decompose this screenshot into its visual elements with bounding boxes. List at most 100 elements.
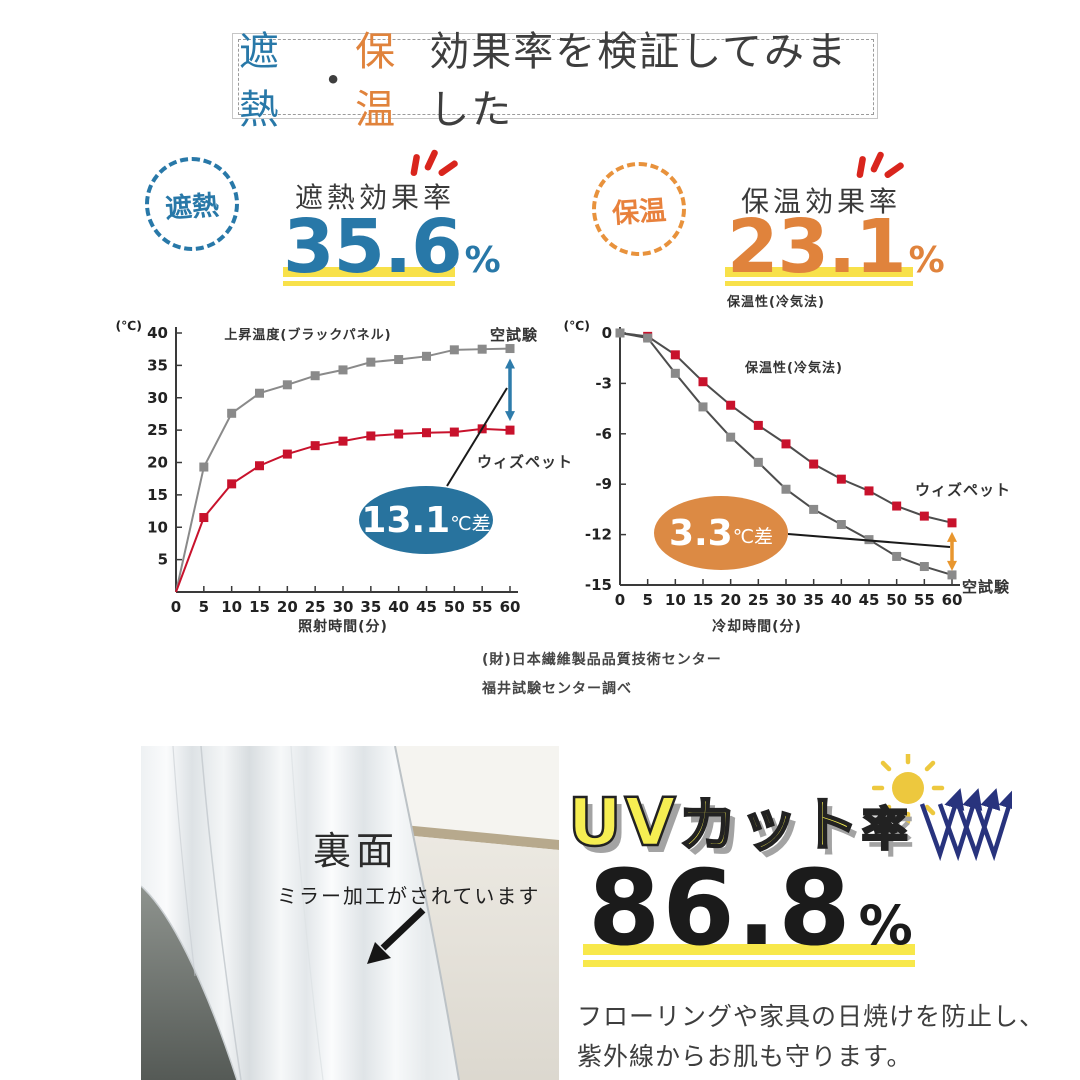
svg-text:-3: -3: [595, 374, 612, 392]
svg-text:-6: -6: [595, 425, 612, 443]
svg-text:20: 20: [720, 591, 741, 609]
svg-text:10: 10: [147, 518, 168, 536]
svg-text:照射時間(分): 照射時間(分): [298, 618, 388, 635]
svg-text:15: 15: [693, 591, 714, 609]
title-highlight-shield: 遮熱: [239, 29, 281, 133]
svg-text:30: 30: [776, 591, 797, 609]
svg-text:冷却時間(分): 冷却時間(分): [712, 618, 802, 635]
svg-text:40: 40: [388, 598, 409, 616]
svg-text:0: 0: [171, 598, 181, 616]
svg-text:10: 10: [221, 598, 242, 616]
svg-text:15: 15: [147, 486, 168, 504]
uv-description: フローリングや家具の日焼けを防止し、 紫外線からお肌も守ります。: [577, 997, 1045, 1077]
svg-text:(℃): (℃): [115, 318, 142, 333]
warmth-method-note: 保温性(冷気法): [727, 295, 825, 310]
svg-text:20: 20: [277, 598, 298, 616]
svg-text:50: 50: [886, 591, 907, 609]
svg-text:60: 60: [942, 591, 963, 609]
warmth-underline-top: [725, 267, 913, 277]
uv-value-number: 86.8: [588, 847, 853, 969]
svg-text:25: 25: [305, 598, 326, 616]
svg-text:5: 5: [642, 591, 652, 609]
warmth-line-chart: 0-3-6-9-12-150 5 10 15 20 25 30 35 40 45 50 55 60(℃)…: [563, 318, 1011, 635]
svg-text:20: 20: [147, 454, 168, 472]
svg-text:35: 35: [803, 591, 824, 609]
uv-underline-bottom: [583, 960, 915, 967]
citation-line-1: (財)日本繊維製品品質技術センター: [482, 652, 722, 668]
svg-text:55: 55: [914, 591, 935, 609]
warmth-value-unit: %: [908, 240, 945, 281]
shield-value-number: 35.6: [283, 204, 463, 290]
svg-text:-15: -15: [585, 576, 612, 594]
svg-text:13.1℃差: 13.1℃差: [361, 500, 490, 541]
shield-badge: 遮熱: [145, 157, 239, 251]
svg-text:35: 35: [147, 356, 168, 374]
svg-text:5: 5: [158, 551, 168, 569]
warmth-badge: 保温: [592, 162, 686, 256]
citation-line-2: 福井試験センター調べ: [482, 681, 632, 697]
warmth-value-number: 23.1: [727, 204, 907, 290]
title-highlight-warmth: 保温: [355, 29, 398, 133]
svg-text:40: 40: [831, 591, 852, 609]
sun-icon: [872, 754, 945, 825]
title-banner: 遮熱・保温 効果率を検証してみました: [232, 29, 878, 133]
svg-text:55: 55: [472, 598, 493, 616]
shield-badge-label: 遮熱: [164, 189, 221, 225]
svg-text:40: 40: [147, 324, 168, 342]
uv-value-unit: %: [858, 894, 913, 957]
curtain-panel: [141, 746, 459, 1080]
uv-underline-top: [583, 944, 915, 955]
uv-heading-cut: カット: [677, 790, 862, 861]
svg-text:30: 30: [333, 598, 354, 616]
room-baseboard: [393, 824, 559, 850]
svg-text:-12: -12: [585, 526, 612, 544]
svg-text:空試験: 空試験: [962, 578, 1010, 596]
svg-text:ウィズペット: ウィズペット: [915, 481, 1011, 499]
uv-reflect-arrows-icon: [919, 788, 1012, 862]
title-rest: 効果率を検証してみました: [429, 29, 849, 133]
svg-text:25: 25: [147, 421, 168, 439]
svg-text:-9: -9: [595, 475, 612, 493]
svg-text:空試験: 空試験: [490, 326, 538, 344]
shield-underline-bottom: [283, 281, 455, 286]
curtain-photo: 裏面 ミラー加工がされています: [141, 746, 559, 1080]
svg-text:0: 0: [602, 324, 612, 342]
warmth-underline-bottom: [725, 281, 913, 286]
shield-value: 35.6%: [283, 210, 501, 284]
svg-text:35: 35: [360, 598, 381, 616]
warmth-value: 23.1%: [727, 210, 945, 284]
svg-text:50: 50: [444, 598, 465, 616]
uv-heading-rate: 率: [860, 801, 911, 858]
photo-caption: ミラー加工がされています: [277, 884, 541, 908]
spark-icon: [856, 151, 904, 178]
svg-text:5: 5: [199, 598, 209, 616]
uv-description-line-2: 紫外線からお肌も守ります。: [577, 1042, 913, 1071]
uv-value: 86.8%: [588, 856, 913, 960]
photo-label: 裏面: [313, 829, 400, 873]
uv-heading: UV カット率: [567, 778, 911, 863]
svg-text:保温性(冷気法): 保温性(冷気法): [744, 360, 843, 376]
svg-text:45: 45: [859, 591, 880, 609]
svg-text:上昇温度(ブラックパネル): 上昇温度(ブラックパネル): [224, 327, 391, 343]
svg-text:3.3℃差: 3.3℃差: [669, 513, 773, 554]
svg-text:10: 10: [665, 591, 686, 609]
mirror-arrow-icon: [367, 907, 426, 964]
spark-icon: [410, 149, 458, 176]
shield-value-unit: %: [464, 240, 501, 281]
svg-text:ウィズペット: ウィズペット: [477, 453, 573, 471]
test-citation: (財)日本繊維製品品質技術センター 福井試験センター調べ: [482, 646, 722, 704]
svg-text:0: 0: [615, 591, 625, 609]
shield-heading: 遮熱効果率: [295, 181, 456, 214]
svg-text:25: 25: [748, 591, 769, 609]
warmth-heading: 保温効果率: [741, 185, 902, 218]
svg-text:(℃): (℃): [563, 318, 590, 333]
uv-heading-uv: UV: [567, 783, 679, 863]
warmth-badge-label: 保温: [611, 194, 668, 230]
title-dot: ・: [313, 58, 356, 104]
svg-text:60: 60: [500, 598, 521, 616]
shield-underline-top: [283, 267, 455, 277]
svg-text:15: 15: [249, 598, 270, 616]
svg-text:45: 45: [416, 598, 437, 616]
